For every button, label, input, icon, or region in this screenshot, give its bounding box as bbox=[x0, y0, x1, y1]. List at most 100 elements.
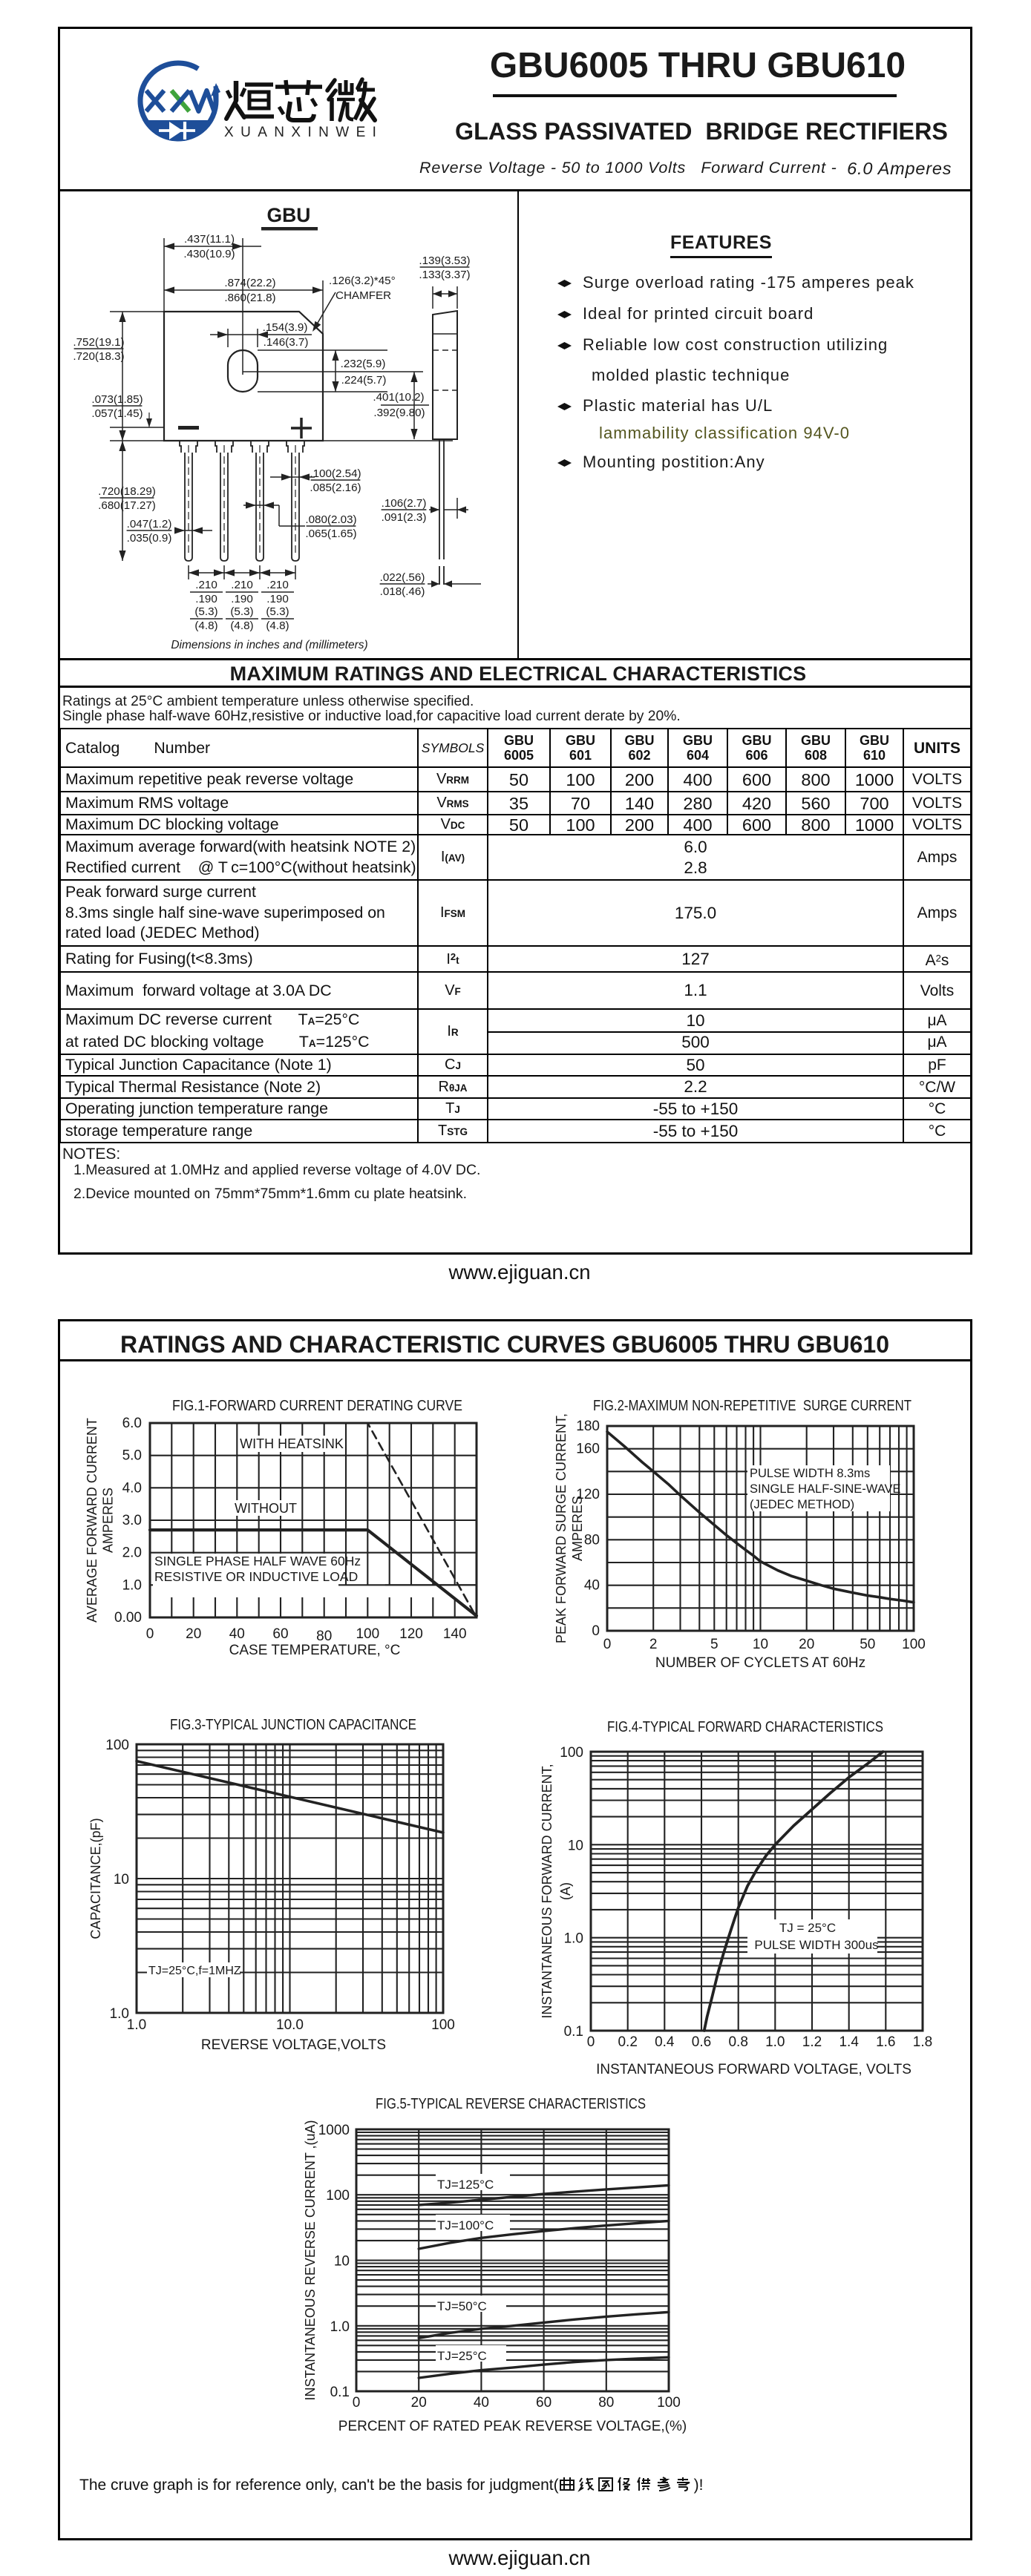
svg-text:.190: .190 bbox=[266, 593, 289, 605]
svg-text:0.2: 0.2 bbox=[618, 2034, 637, 2050]
svg-text:.080(2.03): .080(2.03) bbox=[305, 513, 356, 526]
svg-text:0: 0 bbox=[603, 1637, 612, 1652]
svg-text:.065(1.65): .065(1.65) bbox=[305, 528, 356, 540]
svg-text:.401(10.2): .401(10.2) bbox=[373, 391, 424, 404]
svg-text:100: 100 bbox=[657, 2395, 681, 2411]
svg-text:100: 100 bbox=[902, 1637, 926, 1652]
svg-text:.720(18.3): .720(18.3) bbox=[73, 350, 124, 363]
svg-text:TJ=100°C: TJ=100°C bbox=[437, 2218, 494, 2232]
svg-text:0.1: 0.1 bbox=[564, 2024, 583, 2040]
svg-text:1.4: 1.4 bbox=[839, 2034, 859, 2050]
svg-text:INSTANTANEOUS REVERSE CURREN: INSTANTANEOUS REVERSE CURRENT ,(uA) bbox=[303, 2120, 318, 2400]
svg-text:SINGLE HALF-SINE-WAVE: SINGLE HALF-SINE-WAVE bbox=[750, 1482, 901, 1496]
svg-text:140: 140 bbox=[443, 1626, 467, 1642]
svg-text:1.0: 1.0 bbox=[110, 2006, 129, 2022]
svg-text:.232(5.9): .232(5.9) bbox=[341, 358, 386, 370]
svg-text:RESISTIVE OR INDUCTIVE LOAD: RESISTIVE OR INDUCTIVE LOAD bbox=[154, 1569, 358, 1584]
svg-text:120: 120 bbox=[399, 1626, 423, 1642]
svg-text:(5.3): (5.3) bbox=[194, 605, 217, 618]
svg-text:60: 60 bbox=[536, 2395, 551, 2411]
svg-text:(5.3): (5.3) bbox=[230, 605, 253, 618]
svg-text:TJ=25°C,f=1MHZ: TJ=25°C,f=1MHZ bbox=[148, 1965, 241, 1977]
svg-text:100: 100 bbox=[560, 1745, 583, 1761]
svg-text:20: 20 bbox=[799, 1637, 814, 1652]
svg-text:4.0: 4.0 bbox=[122, 1480, 142, 1496]
svg-text:80: 80 bbox=[598, 2395, 614, 2411]
svg-text:0: 0 bbox=[587, 2034, 595, 2050]
svg-text:1.0: 1.0 bbox=[122, 1577, 142, 1593]
svg-text:.085(2.16): .085(2.16) bbox=[310, 482, 361, 494]
svg-text:20: 20 bbox=[411, 2395, 427, 2411]
svg-text:.860(21.8): .860(21.8) bbox=[224, 292, 275, 304]
svg-text:.100(2.54): .100(2.54) bbox=[310, 467, 361, 480]
svg-text:1.0: 1.0 bbox=[564, 1931, 583, 1947]
svg-text:.392(9.80): .392(9.80) bbox=[373, 407, 425, 419]
svg-text:.035(0.9): .035(0.9) bbox=[127, 532, 172, 545]
svg-text:REVERSE VOLTAGE,VOLTS: REVERSE VOLTAGE,VOLTS bbox=[201, 2037, 386, 2053]
svg-text:80: 80 bbox=[584, 1532, 600, 1548]
svg-text:10: 10 bbox=[568, 1838, 583, 1853]
svg-text:10: 10 bbox=[334, 2254, 350, 2270]
svg-text:2.0: 2.0 bbox=[122, 1545, 142, 1561]
svg-text:CAPACITANCE,(pF): CAPACITANCE,(pF) bbox=[88, 1818, 103, 1939]
svg-text:50: 50 bbox=[860, 1637, 875, 1652]
svg-text:1.0: 1.0 bbox=[127, 2017, 146, 2033]
svg-text:1.6: 1.6 bbox=[876, 2034, 895, 2050]
svg-text:AMPERES: AMPERES bbox=[101, 1488, 116, 1553]
svg-text:.437(11.1): .437(11.1) bbox=[184, 233, 235, 246]
svg-text:0: 0 bbox=[146, 1626, 154, 1642]
svg-text:AVERAGE FORWARD CURRENT: AVERAGE FORWARD CURRENT bbox=[85, 1418, 99, 1623]
svg-text:FIG.4-TYPICAL FORWARD CHARACTE: FIG.4-TYPICAL FORWARD CHARACTERISTICS bbox=[607, 1719, 883, 1735]
svg-text:(A): (A) bbox=[558, 1882, 573, 1900]
svg-text:CASE TEMPERATURE, °C: CASE TEMPERATURE, °C bbox=[229, 1643, 401, 1658]
svg-text:100: 100 bbox=[356, 1626, 379, 1642]
svg-text:(4.8): (4.8) bbox=[230, 620, 253, 632]
svg-text:1.2: 1.2 bbox=[802, 2034, 822, 2050]
svg-text:1.8: 1.8 bbox=[913, 2034, 932, 2050]
svg-text:0.4: 0.4 bbox=[655, 2034, 675, 2050]
svg-text:180: 180 bbox=[576, 1419, 600, 1434]
svg-text:.073(1.85): .073(1.85) bbox=[91, 393, 143, 406]
svg-text:0.1: 0.1 bbox=[330, 2385, 350, 2400]
svg-text:10: 10 bbox=[753, 1637, 768, 1652]
svg-text:.210: .210 bbox=[195, 579, 217, 591]
svg-text:TJ=25°C: TJ=25°C bbox=[437, 2349, 487, 2363]
svg-text:.190: .190 bbox=[231, 593, 253, 605]
svg-text:80: 80 bbox=[316, 1629, 332, 1644]
svg-text:.720(18.29): .720(18.29) bbox=[98, 485, 156, 498]
svg-text:0.6: 0.6 bbox=[692, 2034, 711, 2050]
svg-text:PERCENT OF RATED PEAK REVERSE: PERCENT OF RATED PEAK REVERSE VOLTAGE,(%… bbox=[338, 2419, 687, 2434]
svg-text:40: 40 bbox=[229, 1626, 245, 1642]
svg-text:1.0: 1.0 bbox=[330, 2319, 350, 2335]
svg-text:.154(3.9): .154(3.9) bbox=[263, 321, 308, 334]
svg-text:PULSE WIDTH 300us: PULSE WIDTH 300us bbox=[754, 1938, 878, 1952]
svg-text:.874(22.2): .874(22.2) bbox=[224, 277, 275, 289]
svg-text:120: 120 bbox=[576, 1487, 600, 1502]
svg-text:TJ = 25°C: TJ = 25°C bbox=[779, 1921, 836, 1935]
svg-text:.106(2.7): .106(2.7) bbox=[382, 497, 427, 510]
svg-text:TJ=125°C: TJ=125°C bbox=[437, 2178, 494, 2192]
svg-text:1000: 1000 bbox=[318, 2123, 350, 2138]
svg-text:0: 0 bbox=[592, 1623, 600, 1639]
svg-text:.091(2.3): .091(2.3) bbox=[382, 511, 427, 524]
svg-text:FIG.1-FORWARD CURRENT DERATING: FIG.1-FORWARD CURRENT DERATING CURVE bbox=[172, 1398, 462, 1414]
svg-text:.018(.46): .018(.46) bbox=[380, 585, 425, 598]
svg-text:SINGLE PHASE HALF WAVE 60Hz: SINGLE PHASE HALF WAVE 60Hz bbox=[154, 1554, 361, 1568]
svg-text:40: 40 bbox=[474, 2395, 489, 2411]
svg-text:.057(1.45): .057(1.45) bbox=[91, 407, 143, 420]
svg-text:160: 160 bbox=[576, 1442, 600, 1457]
svg-text:5: 5 bbox=[710, 1637, 719, 1652]
svg-text:.210: .210 bbox=[266, 579, 289, 591]
svg-text:.133(3.37): .133(3.37) bbox=[419, 269, 470, 281]
svg-text:1.0: 1.0 bbox=[765, 2034, 785, 2050]
svg-text:.752(19.1): .752(19.1) bbox=[73, 336, 124, 349]
svg-text:WITH HEATSINK: WITH HEATSINK bbox=[240, 1436, 344, 1451]
svg-text:0.00: 0.00 bbox=[114, 1610, 142, 1626]
svg-text:FIG.2-MAXIMUM NON-REPETITIVE: FIG.2-MAXIMUM NON-REPETITIVE SURGE CURRE… bbox=[593, 1398, 911, 1414]
svg-text:0.8: 0.8 bbox=[728, 2034, 747, 2050]
svg-text:WITHOUT: WITHOUT bbox=[235, 1501, 297, 1516]
svg-text:Dimensions in inches and (mill: Dimensions in inches and (millimeters) bbox=[171, 639, 367, 651]
svg-text:40: 40 bbox=[584, 1578, 600, 1594]
svg-text:100: 100 bbox=[105, 1738, 129, 1753]
svg-text:.022(.56): .022(.56) bbox=[380, 571, 425, 584]
